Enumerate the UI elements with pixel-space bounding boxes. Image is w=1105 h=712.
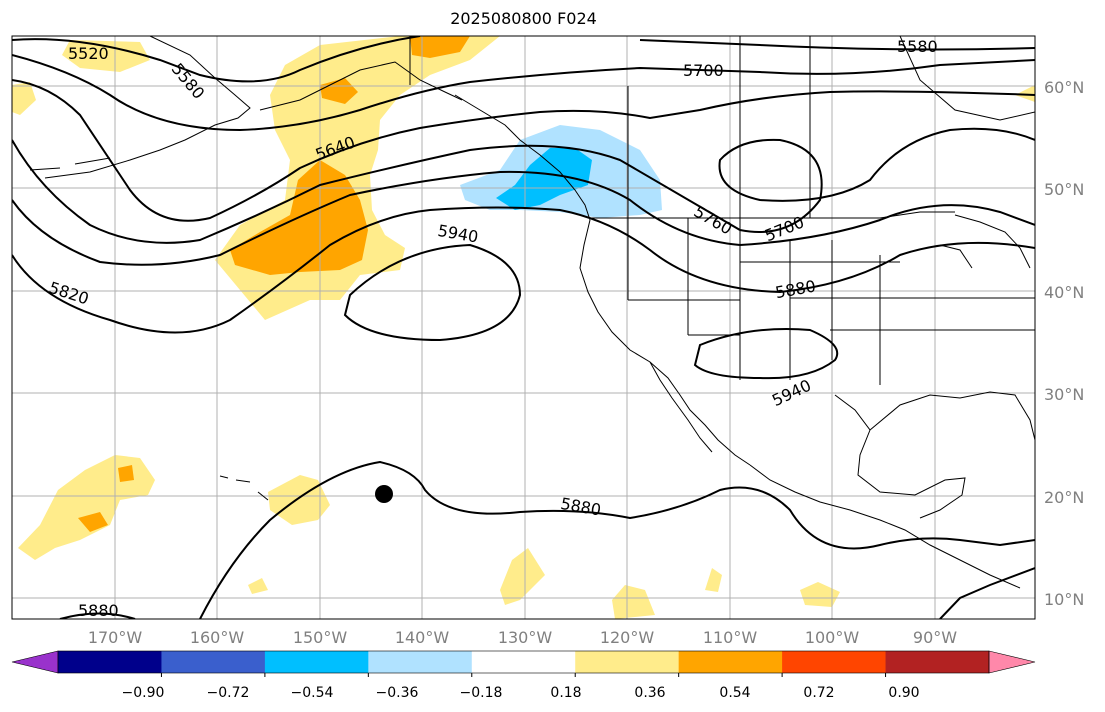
colorbar-frame [57,650,990,674]
colorbar-tick-label: 0.54 [719,685,750,701]
colorbar-tick-label: 0.90 [888,685,919,701]
colorbar-tick-label: −0.90 [122,685,165,701]
positive-anomaly-region [118,465,134,482]
colorbar-tick-label: −0.54 [291,685,334,701]
lon-label: 120°W [600,628,655,647]
contour-label: 5520 [68,44,109,63]
colorbar-segment [264,651,369,673]
positive-anomaly-region [320,78,358,104]
lat-label: 40°N [1044,283,1084,302]
contour-line [693,328,839,380]
contour-line [639,39,1035,51]
contour-line [12,54,1035,132]
colorbar-segment [782,651,887,673]
contour-label: 5700 [683,61,724,80]
contour-line [12,36,421,83]
map-frame [11,35,1036,620]
contour-line [343,243,522,342]
lon-label: 110°W [703,628,758,647]
positive-anomaly-region [12,82,36,115]
positive-anomaly-region [800,582,840,607]
contour-line [12,170,1035,266]
contour-line [59,612,136,619]
contour-line [939,567,1035,619]
lon-label: 170°W [88,628,143,647]
positive-anomaly-region [78,512,108,532]
positive-anomaly-region [248,578,268,594]
colorbar-segment [678,651,783,673]
colorbar-segment [161,651,266,673]
lat-label: 30°N [1044,385,1084,404]
colorbar-tick-label: −0.36 [376,685,419,701]
strong-negative-anomaly-region [496,148,592,210]
lon-label: 140°W [395,628,450,647]
latitude-labels: 60°N 50°N 40°N 30°N 20°N 10°N [1044,78,1084,609]
contour-label: 5880 [78,601,119,620]
colorbar-segment [575,651,680,673]
lon-label: 150°W [293,628,348,647]
coastlines [29,36,1035,589]
contour-line [12,79,1035,222]
height-contours [12,36,1035,619]
colorbar-extension-min [11,650,59,674]
contour-line [12,127,1035,244]
map-title: 2025080800 F024 [450,9,597,28]
lon-label: 130°W [498,628,553,647]
longitude-labels: 170°W 160°W 150°W 140°W 130°W 120°W 110°… [88,628,957,647]
colorbar-tick-label: −0.18 [460,685,503,701]
storm-marker [375,485,393,503]
positive-anomaly-region [612,585,655,619]
colorbar-segment [885,651,990,673]
colorbar-tick-label: 0.72 [803,685,834,701]
lat-label: 50°N [1044,180,1084,199]
colorbar-tick-label: 0.18 [550,685,581,701]
contour-label: 5580 [897,37,938,56]
colorbar-tick-label: −0.72 [207,685,250,701]
colorbar [11,650,1036,677]
contour-line [12,206,1035,334]
positive-anomaly-region [500,548,545,605]
colorbar-tick-labels: −0.90 −0.72 −0.54 −0.36 −0.18 0.18 0.36 … [122,685,920,701]
lat-label: 20°N [1044,488,1084,507]
colorbar-segment [58,651,162,673]
map-plot-area [12,36,1035,619]
lat-label: 10°N [1044,590,1084,609]
positive-anomaly-region [62,40,150,72]
colorbar-segment [368,651,473,673]
colorbar-segment [471,651,576,673]
colorbar-extension-max [988,650,1036,674]
positive-anomaly-region [410,36,470,58]
anomaly-shading [12,36,1035,619]
lon-label: 100°W [805,628,860,647]
positive-anomaly-region [705,568,722,592]
lon-label: 160°W [190,628,245,647]
lon-label: 90°W [913,628,957,647]
colorbar-tick-label: 0.36 [634,685,665,701]
positive-anomaly-region [1015,85,1035,102]
lat-label: 60°N [1044,78,1084,97]
contour-line [199,460,1035,619]
